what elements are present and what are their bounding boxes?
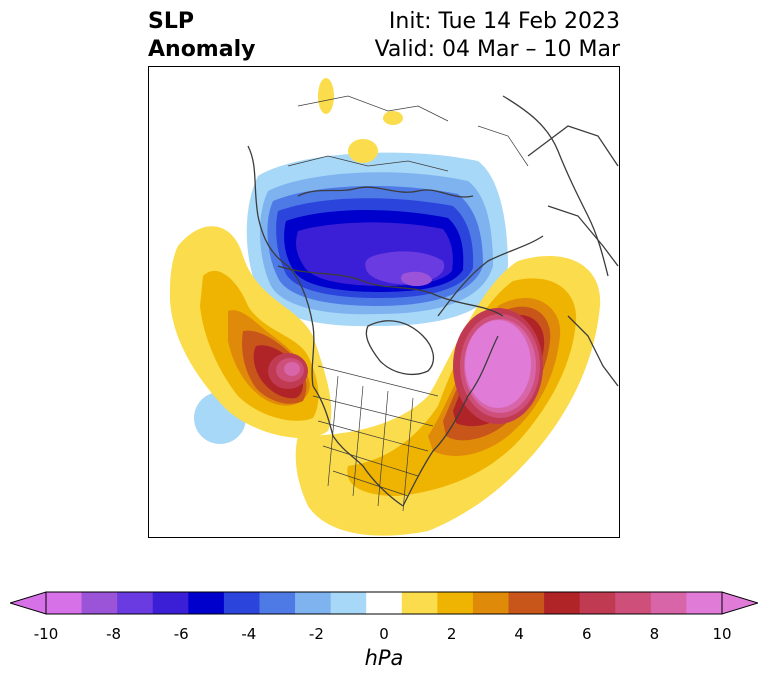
- colorbar-segment: [295, 592, 332, 614]
- colorbar-segment: [330, 592, 367, 614]
- colorbar-tick-label: 0: [379, 625, 389, 643]
- colorbar-segment: [259, 592, 296, 614]
- negative-anomaly-arctic: [246, 152, 508, 327]
- colorbar-extend-min: [10, 591, 47, 615]
- coastlines: [247, 95, 619, 507]
- colorbar-tick-label: -8: [106, 625, 122, 643]
- title-line2: Anomaly: [148, 37, 256, 62]
- colorbar-tick-label: 8: [649, 625, 660, 643]
- colorbar-tick-label: -4: [241, 625, 257, 643]
- colorbar-tick-label: -10: [33, 625, 59, 643]
- political-borders: [287, 95, 529, 512]
- colorbar-tick-label: 4: [514, 625, 524, 643]
- positive-anomaly-atlantic: [295, 256, 601, 536]
- colorbar-segment: [81, 592, 118, 614]
- colorbar-unit: hPa: [364, 646, 404, 670]
- colorbar-tick-label: 2: [446, 625, 457, 643]
- colorbar-segment: [544, 592, 581, 614]
- title-line1: SLP: [148, 9, 194, 34]
- colorbar-tick-label: 10: [712, 625, 732, 643]
- colorbar-segment: [472, 592, 510, 614]
- positive-anomaly-small-2: [383, 111, 403, 125]
- colorbar-extend-max: [721, 591, 758, 615]
- colorbar-tick-label: -2: [308, 625, 324, 643]
- colorbar-segment: [508, 592, 545, 614]
- colorbar-segment: [401, 592, 438, 614]
- colorbar-segment: [46, 592, 83, 614]
- positive-anomaly-small-1: [318, 78, 334, 114]
- init-date: Init: Tue 14 Feb 2023: [388, 9, 620, 34]
- colorbar: [10, 591, 758, 615]
- colorbar-segment: [686, 592, 723, 614]
- colorbar-segment: [579, 592, 616, 614]
- colorbar-tick-label: -6: [173, 625, 189, 643]
- map-dates: Init: Tue 14 Feb 2023 Valid: 04 Mar – 10…: [375, 8, 620, 64]
- colorbar-segment: [437, 592, 474, 614]
- valid-range: Valid: 04 Mar – 10 Mar: [374, 37, 620, 62]
- colorbar-segment: [615, 592, 652, 614]
- anomaly-map: [148, 66, 620, 538]
- colorbar-segment: [117, 592, 154, 614]
- colorbar-segment: [223, 592, 260, 614]
- positive-anomaly-pacific: [169, 226, 332, 439]
- positive-anomaly-small-3: [348, 139, 378, 163]
- colorbar-tick-label: 6: [582, 625, 592, 643]
- colorbar-segment: [152, 592, 189, 614]
- colorbar-segment: [650, 592, 687, 614]
- colorbar-segment: [188, 592, 225, 614]
- map-title: SLP Anomaly: [148, 8, 255, 64]
- colorbar-segment: [366, 592, 403, 614]
